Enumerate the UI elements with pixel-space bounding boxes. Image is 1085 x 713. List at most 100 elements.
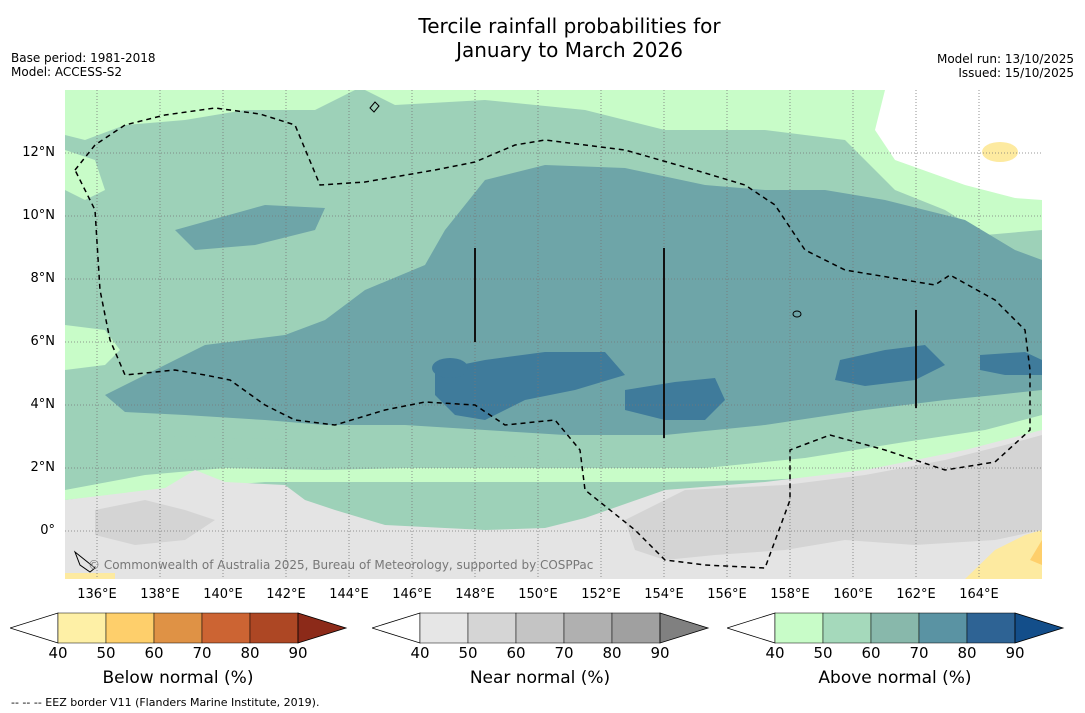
graticule <box>65 90 1042 579</box>
colorbar-near-tick-50: 50 <box>458 644 478 662</box>
region-near-50-west <box>95 500 215 545</box>
colorbar-above-swatch-3 <box>918 612 968 644</box>
region-above-70-d <box>980 352 1042 375</box>
lon-label-138e: 138°E <box>140 587 180 602</box>
eez-border <box>74 107 1031 569</box>
lon-label-148e: 148°E <box>455 587 495 602</box>
region-above-40-nw <box>65 90 355 140</box>
region-above-70-b <box>625 378 725 420</box>
colorbar-below-tick-50: 50 <box>96 644 116 662</box>
colorbar-near-extend-left <box>372 612 421 644</box>
colorbar-above-tick-70: 70 <box>909 644 929 662</box>
colorbar-above-extend-left <box>727 612 776 644</box>
region-below-40-se <box>965 530 1042 579</box>
lon-label-162e: 162°E <box>896 587 936 602</box>
region-above-40-north <box>365 90 1042 235</box>
colorbar-below-tick-80: 80 <box>240 644 260 662</box>
region-near-50 <box>625 435 1042 560</box>
title-line-1: Tercile rainfall probabilities for <box>418 14 721 38</box>
lon-label-164e: 164°E <box>959 587 999 602</box>
base-period: Base period: 1981-2018 <box>11 51 156 65</box>
colorbar-below-swatch-2 <box>153 612 203 644</box>
region-above-40-south <box>65 415 1042 500</box>
region-above-40-west <box>65 150 105 200</box>
colorbar-near-tick-40: 40 <box>410 644 430 662</box>
region-below-50-se <box>1030 540 1042 565</box>
region-above-70-c <box>835 345 945 386</box>
colorbar-above-tick-40: 40 <box>765 644 785 662</box>
colorbar-above <box>727 612 1065 644</box>
region-neutral-ne <box>875 90 1042 200</box>
lat-label-2n: 2°N <box>30 460 56 475</box>
region-above-40-left <box>65 325 120 370</box>
run-info: Model run: 13/10/2025 Issued: 15/10/2025 <box>937 52 1074 80</box>
colorbar-below-extend-left <box>10 612 59 644</box>
colorbar-above-swatch-4 <box>966 612 1016 644</box>
colorbar-near-swatch-3 <box>563 612 613 644</box>
lat-label-8n: 8°N <box>30 271 56 286</box>
colorbar-below-extend-right <box>297 612 348 644</box>
colorbar-below-tick-60: 60 <box>144 644 164 662</box>
region-below-40-ne <box>982 142 1018 162</box>
colorbar-above-tick-60: 60 <box>861 644 881 662</box>
lat-label-4n: 4°N <box>30 397 56 412</box>
copyright-notice: © Commonwealth of Australia 2025, Bureau… <box>88 558 594 572</box>
issued-date: Issued: 15/10/2025 <box>958 66 1074 80</box>
island-pohnpei <box>792 310 802 318</box>
lat-label-0: 0° <box>40 523 55 538</box>
colorbar-above-tick-80: 80 <box>957 644 977 662</box>
lon-label-142e: 142°E <box>266 587 306 602</box>
colorbar-near-tick-90: 90 <box>650 644 670 662</box>
island-solomons <box>73 550 96 573</box>
colorbar-below-swatch-4 <box>249 612 299 644</box>
colorbar-below-tick-70: 70 <box>192 644 212 662</box>
lon-label-160e: 160°E <box>833 587 873 602</box>
model-name: Model: ACCESS-S2 <box>11 65 123 79</box>
colorbar-below <box>10 612 348 644</box>
colorbar-near-tick-70: 70 <box>554 644 574 662</box>
region-above-70-a <box>435 352 625 420</box>
eez-footnote: -- -- -- EEZ border V11 (Flanders Marine… <box>11 696 320 709</box>
lon-label-152e: 152°E <box>581 587 621 602</box>
colorbar-below-tick-90: 90 <box>288 644 308 662</box>
colorbar-near-tick-80: 80 <box>602 644 622 662</box>
colorbar-near-tick-60: 60 <box>506 644 526 662</box>
colorbar-near-swatch-4 <box>611 612 661 644</box>
probability-map <box>65 90 1042 579</box>
colorbar-above-extend-right <box>1014 612 1065 644</box>
colorbar-above-swatch-0 <box>774 612 824 644</box>
colorbar-near <box>372 612 710 644</box>
lon-label-146e: 146°E <box>392 587 432 602</box>
title-line-2: January to March 2026 <box>456 38 683 62</box>
colorbar-above-swatch-1 <box>822 612 872 644</box>
colorbar-below-tick-40: 40 <box>48 644 68 662</box>
colorbar-near-extend-right <box>659 612 710 644</box>
colorbar-near-swatch-0 <box>419 612 469 644</box>
colorbar-above-tick-90: 90 <box>1005 644 1025 662</box>
colorbar-near-swatch-2 <box>515 612 565 644</box>
lon-label-140e: 140°E <box>203 587 243 602</box>
lat-label-10n: 10°N <box>22 208 55 223</box>
region-below-40-sw <box>65 573 115 579</box>
colorbar-near-swatch-1 <box>467 612 517 644</box>
model-info: Base period: 1981-2018 Model: ACCESS-S2 <box>11 51 156 79</box>
colorbar-above-tick-50: 50 <box>813 644 833 662</box>
lon-label-154e: 154°E <box>644 587 684 602</box>
region-above-50-south <box>65 410 1042 468</box>
lon-label-158e: 158°E <box>770 587 810 602</box>
colorbar-below-swatch-0 <box>57 612 107 644</box>
model-run-date: Model run: 13/10/2025 <box>936 52 1074 66</box>
lon-label-144e: 144°E <box>329 587 369 602</box>
colorbar-below-title: Below normal (%) <box>102 668 254 688</box>
lat-label-6n: 6°N <box>30 334 56 349</box>
region-above-70-e <box>432 358 468 378</box>
lon-label-150e: 150°E <box>518 587 558 602</box>
island-nw <box>369 101 380 113</box>
colorbar-above-swatch-2 <box>870 612 920 644</box>
lon-label-136e: 136°E <box>77 587 117 602</box>
map-canvas <box>65 90 1042 579</box>
lon-label-156e: 156°E <box>707 587 747 602</box>
region-above-60 <box>105 165 1042 435</box>
colorbar-below-swatch-3 <box>201 612 251 644</box>
colorbar-below-swatch-1 <box>105 612 155 644</box>
